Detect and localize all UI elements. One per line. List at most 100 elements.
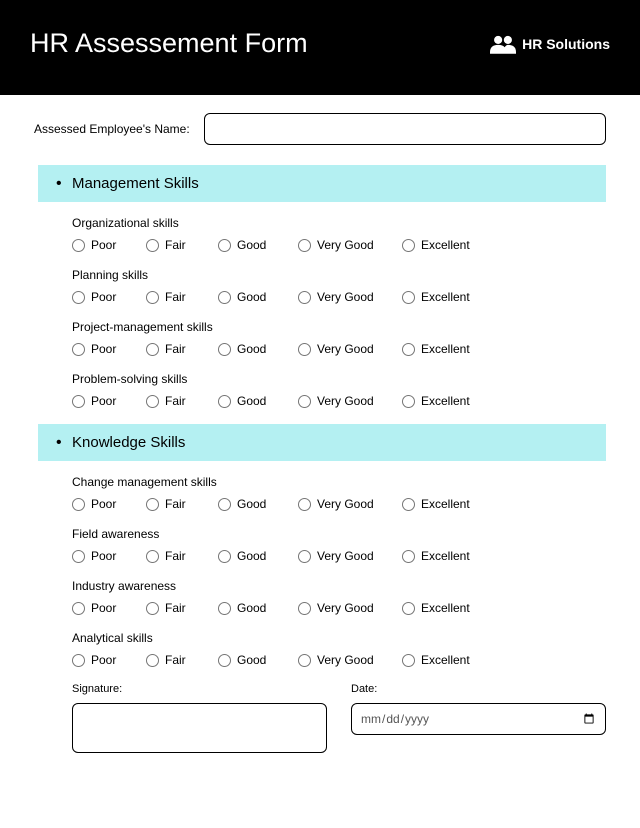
rating-option[interactable]: Good [218,653,298,667]
rating-radio[interactable] [72,550,85,563]
rating-radio[interactable] [402,395,415,408]
rating-option[interactable]: Good [218,497,298,511]
rating-radio[interactable] [298,550,311,563]
brand-text: HR Solutions [522,36,610,52]
brand: HR Solutions [490,34,610,54]
rating-option[interactable]: Very Good [298,342,402,356]
rating-label: Poor [91,238,116,252]
rating-option[interactable]: Fair [146,238,218,252]
rating-label: Poor [91,394,116,408]
rating-radio[interactable] [298,654,311,667]
rating-option[interactable]: Poor [72,238,146,252]
rating-radio[interactable] [218,343,231,356]
rating-option[interactable]: Poor [72,549,146,563]
rating-radio[interactable] [146,654,159,667]
rating-radio[interactable] [146,395,159,408]
rating-row: PoorFairGood Very Good Excellent [72,653,606,667]
rating-radio[interactable] [72,498,85,511]
question-label: Planning skills [72,268,606,282]
date-input[interactable] [351,703,606,735]
rating-option[interactable]: Poor [72,342,146,356]
rating-radio[interactable] [218,654,231,667]
rating-option[interactable]: Very Good [298,290,402,304]
rating-radio[interactable] [218,498,231,511]
rating-radio[interactable] [402,498,415,511]
employee-name-input[interactable] [204,113,606,145]
rating-option[interactable]: Excellent [402,653,492,667]
rating-option[interactable]: Fair [146,653,218,667]
rating-radio[interactable] [298,395,311,408]
rating-radio[interactable] [146,291,159,304]
rating-option[interactable]: Excellent [402,238,492,252]
signature-label: Signature: [72,683,327,695]
rating-radio[interactable] [218,395,231,408]
rating-radio[interactable] [402,239,415,252]
rating-option[interactable]: Good [218,394,298,408]
rating-radio[interactable] [146,602,159,615]
rating-option[interactable]: Fair [146,497,218,511]
rating-radio[interactable] [72,395,85,408]
rating-label: Very Good [317,290,374,304]
rating-radio[interactable] [402,291,415,304]
rating-row: Poor FairGoodVery GoodExcellent [72,394,606,408]
rating-label: Excellent [421,497,470,511]
rating-row: PoorFairGood Very Good Excellent [72,290,606,304]
rating-radio[interactable] [402,550,415,563]
rating-label: Excellent [421,601,470,615]
rating-option[interactable]: Poor [72,497,146,511]
rating-option[interactable]: Excellent [402,342,492,356]
rating-option[interactable]: Poor [72,653,146,667]
rating-label: Very Good [317,653,374,667]
rating-radio[interactable] [218,550,231,563]
rating-option[interactable]: Fair [146,601,218,615]
rating-label: Excellent [421,238,470,252]
rating-option[interactable]: Poor [72,601,146,615]
rating-option[interactable]: Fair [146,342,218,356]
rating-radio[interactable] [146,343,159,356]
rating-row: Poor FairGoodVery Good Excellent [72,238,606,252]
rating-label: Poor [91,601,116,615]
rating-option[interactable]: Very Good [298,394,402,408]
rating-option[interactable]: Good [218,601,298,615]
rating-option[interactable]: Very Good [298,238,402,252]
rating-option[interactable]: Very Good [298,601,402,615]
rating-radio[interactable] [298,239,311,252]
rating-radio[interactable] [402,602,415,615]
rating-radio[interactable] [72,239,85,252]
rating-radio[interactable] [298,498,311,511]
rating-option[interactable]: Very Good [298,549,402,563]
rating-radio[interactable] [298,343,311,356]
rating-option[interactable]: Fair [146,549,218,563]
rating-option[interactable]: Very Good [298,653,402,667]
rating-radio[interactable] [146,239,159,252]
rating-radio[interactable] [218,602,231,615]
rating-radio[interactable] [146,550,159,563]
rating-radio[interactable] [218,239,231,252]
rating-option[interactable]: Very Good [298,497,402,511]
rating-radio[interactable] [402,654,415,667]
rating-radio[interactable] [72,654,85,667]
rating-option[interactable]: Good [218,549,298,563]
rating-option[interactable]: Fair [146,394,218,408]
rating-option[interactable]: Excellent [402,290,492,304]
rating-radio[interactable] [146,498,159,511]
signature-box[interactable] [72,703,327,753]
rating-option[interactable]: Poor [72,394,146,408]
rating-radio[interactable] [72,291,85,304]
rating-radio[interactable] [72,602,85,615]
rating-option[interactable]: Good [218,342,298,356]
rating-radio[interactable] [218,291,231,304]
people-icon [490,34,516,54]
rating-option[interactable]: Excellent [402,394,492,408]
rating-option[interactable]: Good [218,290,298,304]
rating-radio[interactable] [298,291,311,304]
rating-option[interactable]: Poor [72,290,146,304]
rating-option[interactable]: Excellent [402,497,492,511]
rating-radio[interactable] [298,602,311,615]
rating-option[interactable]: Excellent [402,549,492,563]
rating-option[interactable]: Good [218,238,298,252]
rating-radio[interactable] [72,343,85,356]
rating-option[interactable]: Fair [146,290,218,304]
rating-radio[interactable] [402,343,415,356]
rating-option[interactable]: Excellent [402,601,492,615]
